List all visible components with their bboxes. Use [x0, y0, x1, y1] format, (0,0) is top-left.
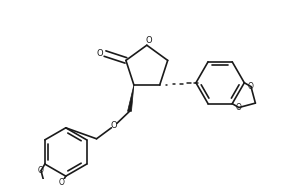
- Text: O: O: [248, 82, 254, 91]
- Text: O: O: [111, 121, 117, 130]
- Text: O: O: [236, 103, 242, 112]
- Text: O: O: [145, 36, 152, 45]
- Text: O: O: [97, 49, 103, 57]
- Polygon shape: [128, 85, 134, 111]
- Text: O: O: [38, 166, 44, 175]
- Text: O: O: [59, 178, 65, 187]
